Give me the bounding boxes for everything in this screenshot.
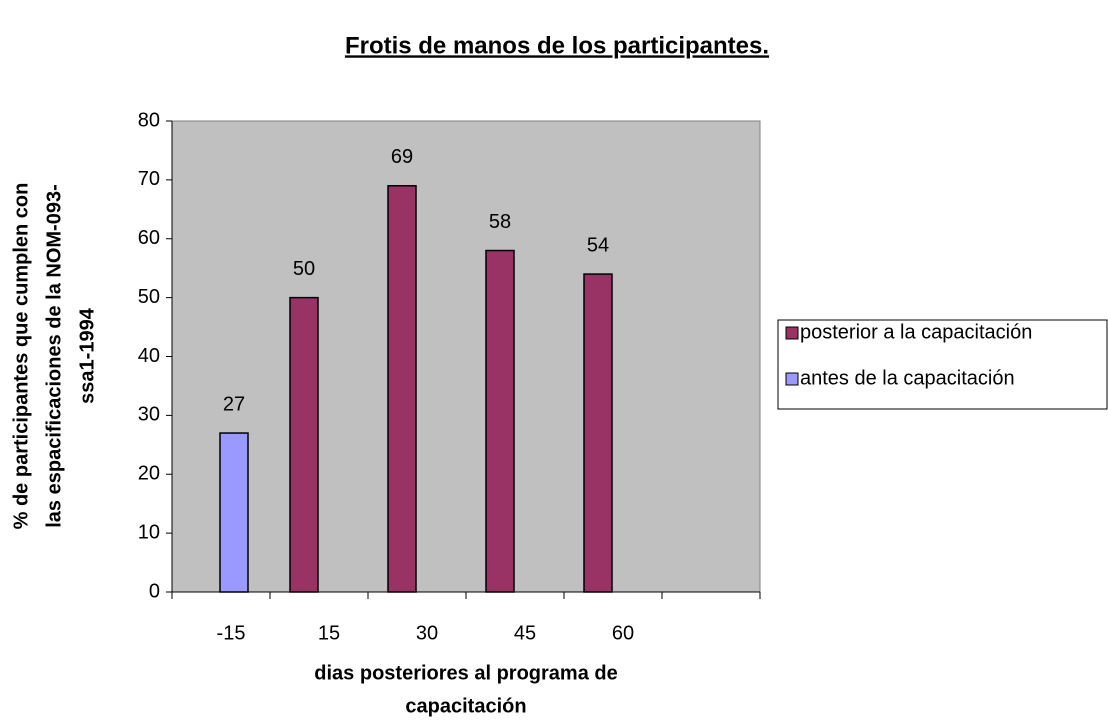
- x-tick-label: 30: [416, 622, 438, 644]
- y-tick-label: 0: [149, 580, 160, 602]
- value-label: 58: [489, 211, 511, 233]
- chart-title: Frotis de manos de los participantes.: [345, 32, 769, 59]
- x-tick-label: 60: [612, 622, 634, 644]
- y-tick-label: 70: [138, 168, 160, 190]
- x-tick-label: -15: [217, 622, 246, 644]
- bar: [387, 185, 417, 593]
- legend-label: posterior a la capacitación: [800, 321, 1032, 343]
- legend-label: antes de la capacitación: [800, 367, 1015, 389]
- value-label: 50: [293, 258, 315, 280]
- legend-box: [777, 319, 1108, 410]
- y-tick-label: 40: [138, 345, 160, 367]
- value-label: 69: [391, 146, 413, 168]
- bar: [485, 249, 515, 593]
- y-axis-title: % de participantes que cumplen con: [10, 183, 32, 530]
- y-axis-title: ssa1-1994: [76, 307, 98, 404]
- bar: [583, 273, 613, 593]
- legend-swatch: [785, 326, 799, 340]
- bar: [289, 296, 319, 593]
- legend-swatch: [785, 372, 799, 386]
- y-tick-label: 20: [138, 463, 160, 485]
- bar: [219, 432, 249, 593]
- y-tick-label: 10: [138, 521, 160, 543]
- y-tick-label: 60: [138, 227, 160, 249]
- value-label: 54: [587, 234, 609, 256]
- x-tick-label: 15: [318, 622, 340, 644]
- y-axis-title: las espacificaciones de la NOM-093-: [43, 184, 65, 528]
- x-axis-title: dias posteriores al programa de: [314, 662, 617, 684]
- y-tick-label: 80: [138, 109, 160, 131]
- x-tick-label: 45: [514, 622, 536, 644]
- plot-area: [171, 120, 761, 593]
- x-axis-title: capacitación: [405, 695, 526, 717]
- y-tick-label: 30: [138, 404, 160, 426]
- value-label: 27: [223, 393, 245, 415]
- y-tick-label: 50: [138, 286, 160, 308]
